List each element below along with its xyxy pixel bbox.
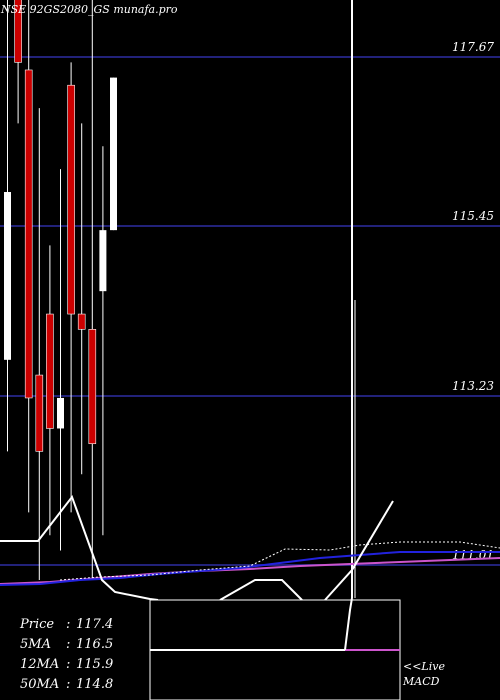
candle-body-0 bbox=[4, 192, 11, 360]
price-level-label-2: 113.23 bbox=[452, 379, 494, 393]
candle-body-10 bbox=[110, 77, 117, 231]
candles bbox=[4, 0, 117, 580]
macd-live-label: <<Live bbox=[403, 660, 445, 673]
macd-line-right bbox=[324, 500, 394, 601]
info-12ma-value: 115.9 bbox=[76, 657, 113, 672]
info-price-sep: : bbox=[66, 617, 70, 632]
candle-body-2 bbox=[24, 69, 33, 399]
candle-body-7 bbox=[77, 313, 86, 330]
info-50ma-value: 114.8 bbox=[76, 677, 113, 692]
macd-line-left bbox=[0, 494, 159, 601]
info-panel: Price : 117.4 5MA : 116.5 12MA : 115.9 5… bbox=[19, 617, 113, 692]
info-12ma-label: 12MA bbox=[20, 657, 59, 672]
ma-line-12ma bbox=[59, 541, 500, 581]
candle-body-3 bbox=[35, 374, 44, 452]
info-5ma-label: 5MA bbox=[20, 637, 51, 652]
macd-label: MACD bbox=[402, 675, 440, 688]
info-price-value: 117.4 bbox=[76, 617, 113, 632]
info-50ma-label: 50MA bbox=[20, 677, 59, 692]
ma-line-5ma bbox=[0, 551, 500, 586]
candle-body-6 bbox=[67, 84, 75, 315]
price-level-label-1: 115.45 bbox=[452, 209, 494, 223]
candle-body-8 bbox=[88, 329, 97, 445]
candle-body-5 bbox=[57, 397, 64, 429]
macd-spike bbox=[344, 597, 353, 651]
info-12ma-sep: : bbox=[66, 657, 70, 672]
chart-title: NSE 92GS2080_GS munafa.pro bbox=[0, 3, 178, 16]
candle-body-9 bbox=[99, 230, 107, 292]
macd-line-mid bbox=[219, 579, 303, 601]
candle-body-1 bbox=[14, 0, 22, 63]
info-price-label: Price bbox=[19, 617, 54, 632]
info-5ma-sep: : bbox=[66, 637, 70, 652]
candle-body-4 bbox=[46, 313, 54, 429]
info-5ma-value: 116.5 bbox=[76, 637, 113, 652]
info-50ma-sep: : bbox=[66, 677, 70, 692]
price-level-label-0: 117.67 bbox=[452, 40, 494, 54]
